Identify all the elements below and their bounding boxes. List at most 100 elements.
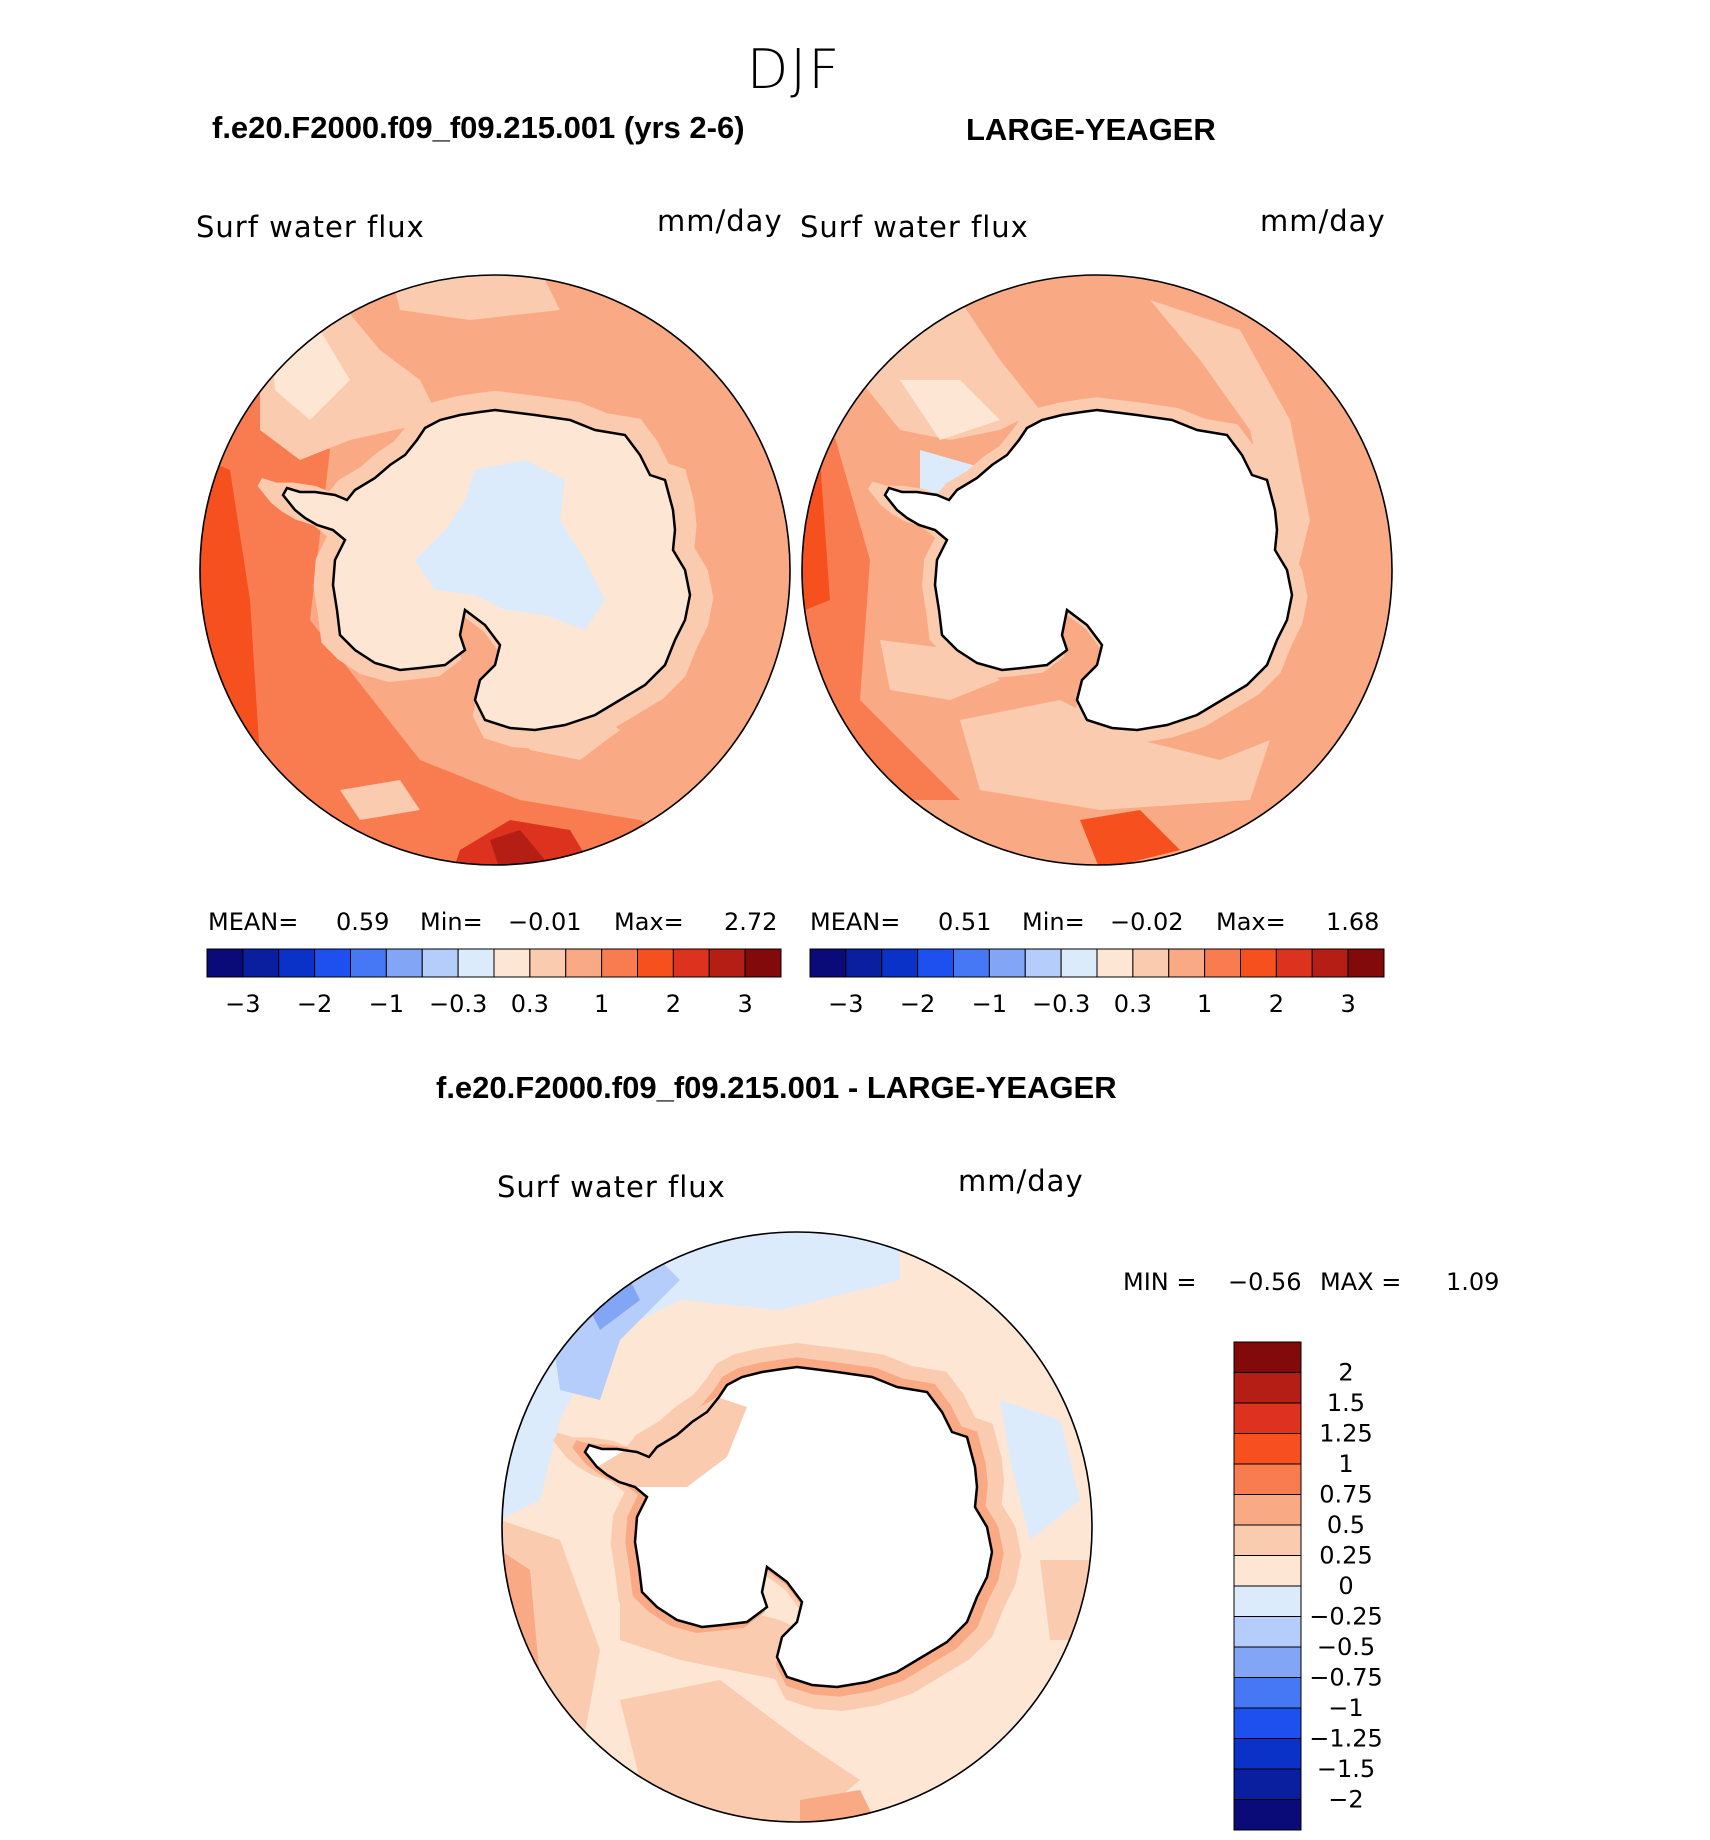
difference-colorbar-tick-label: 1.25 — [1319, 1420, 1372, 1448]
map-panel-1 — [199, 274, 791, 866]
map-panel-difference — [501, 1231, 1093, 1823]
panel-2-max-label: Max= — [1216, 908, 1286, 936]
panel-2-colorbar: −3 −2 −1 −0.3 0.3 1 2 3 — [809, 948, 1385, 1018]
panel-2-colorbar-tick-label: −1 — [972, 990, 1007, 1018]
panel-2-colorbar-swatch — [917, 948, 954, 978]
difference-colorbar-tick-label: 0.5 — [1327, 1511, 1365, 1539]
panel-1-colorbar-swatch — [350, 948, 387, 978]
difference-colorbar-tick-label: −0.25 — [1309, 1603, 1383, 1631]
panel-1-mean-label: MEAN= — [208, 908, 299, 936]
panel-2-mean-value: 0.51 — [938, 908, 992, 936]
panel-1-colorbar-tick-label: 0.3 — [511, 990, 549, 1018]
panel-1-colorbar-swatch — [493, 948, 531, 978]
difference-colorbar-swatch — [1233, 1433, 1302, 1465]
panel-1-min-value: −0.01 — [508, 908, 582, 936]
panel-1-colorbar-tick-label: 1 — [594, 990, 609, 1018]
difference-colorbar-swatch — [1233, 1463, 1302, 1495]
panel-1-max-value: 2.72 — [724, 908, 778, 936]
panel-1-colorbar-swatch — [637, 948, 674, 978]
panel-2-colorbar-swatch — [1168, 948, 1206, 978]
panel-1-units-label: mm/day — [657, 204, 783, 238]
panel-1-colorbar-swatch — [314, 948, 351, 978]
difference-variable-label: Surf water flux — [497, 1170, 726, 1204]
difference-max-label: MAX = — [1320, 1268, 1402, 1296]
difference-colorbar-swatch — [1233, 1616, 1302, 1648]
difference-colorbar-swatch — [1233, 1341, 1302, 1373]
season-title: DJF — [746, 38, 842, 101]
panel-1-colorbar-tick-label: 2 — [666, 990, 681, 1018]
panel-2-colorbar-swatch — [1347, 948, 1385, 978]
panel-2-colorbar-swatch — [1096, 948, 1134, 978]
panel-1-colorbar: −3 −2 −1 −0.3 0.3 1 2 3 — [206, 948, 782, 1018]
panel-1-colorbar-tick-label: −1 — [369, 990, 404, 1018]
difference-colorbar-swatch — [1233, 1738, 1302, 1770]
panel-1-colorbar-swatch — [421, 948, 459, 978]
difference-max-value: 1.09 — [1446, 1268, 1500, 1296]
difference-colorbar-tick-label: 1 — [1338, 1450, 1353, 1478]
difference-colorbar-tick-label: −0.5 — [1317, 1633, 1375, 1661]
panel-2-max-value: 1.68 — [1326, 908, 1380, 936]
panel-1-colorbar-swatch — [457, 948, 495, 978]
difference-colorbar-tick-label: 0.75 — [1319, 1481, 1372, 1509]
panel-2-min-value: −0.02 — [1110, 908, 1184, 936]
difference-colorbar-swatch — [1233, 1494, 1302, 1526]
panel-1-mean-value: 0.59 — [336, 908, 390, 936]
difference-colorbar-tick-label: −1.5 — [1317, 1755, 1375, 1783]
panel-1-colorbar-swatch — [529, 948, 567, 978]
panel-2-colorbar-swatch — [953, 948, 990, 978]
panel-1-colorbar-swatch — [744, 948, 782, 978]
panel-2-colorbar-tick-label: 2 — [1269, 990, 1284, 1018]
difference-colorbar-swatch — [1233, 1585, 1302, 1617]
panel-2-colorbar-swatch — [1275, 948, 1313, 978]
difference-min-value: −0.56 — [1228, 1268, 1302, 1296]
panel-2-colorbar-tick-label: −0.3 — [1032, 990, 1090, 1018]
panel-1-colorbar-swatch — [242, 948, 280, 978]
panel-2-min-label: Min= — [1022, 908, 1085, 936]
map-panel-2 — [801, 274, 1393, 866]
panel-2-colorbar-tick-label: −3 — [828, 990, 863, 1018]
difference-colorbar-tick-label: 1.5 — [1327, 1389, 1365, 1417]
panel-2-variable-label: Surf water flux — [800, 210, 1029, 244]
difference-colorbar-tick-label: 0 — [1338, 1572, 1353, 1600]
panel-2-colorbar-swatch — [1132, 948, 1170, 978]
panel-2-colorbar-swatch — [1204, 948, 1241, 978]
panel-1-colorbar-tick-label: 3 — [737, 990, 752, 1018]
difference-colorbar-swatch — [1233, 1768, 1302, 1800]
difference-colorbar-swatch — [1233, 1555, 1302, 1587]
panel-1-variable-label: Surf water flux — [196, 210, 425, 244]
panel-1-colorbar-swatch — [565, 948, 603, 978]
panel-2-title: LARGE-YEAGER — [966, 112, 1216, 147]
difference-colorbar-swatch — [1233, 1707, 1302, 1739]
panel-1-colorbar-tick-label: −0.3 — [429, 990, 487, 1018]
difference-colorbar-swatch — [1233, 1646, 1302, 1678]
difference-colorbar: 21.5 1.251 0.750.5 0.250 −0.25−0.5 −0.75−1 −1.… — [1233, 1341, 1383, 1831]
difference-colorbar-swatch — [1233, 1677, 1302, 1709]
difference-colorbar-swatch — [1233, 1799, 1302, 1831]
panel-2-colorbar-swatch — [1024, 948, 1062, 978]
panel-1-colorbar-swatch — [278, 948, 316, 978]
panel-1-colorbar-swatch — [601, 948, 638, 978]
difference-colorbar-tick-label: −2 — [1328, 1786, 1363, 1814]
difference-colorbar-swatch — [1233, 1372, 1302, 1404]
panel-1-colorbar-swatch — [708, 948, 746, 978]
difference-colorbar-tick-label: −1 — [1328, 1694, 1363, 1722]
panel-1-colorbar-swatch — [206, 948, 244, 978]
difference-colorbar-swatch — [1233, 1524, 1302, 1556]
difference-title: f.e20.F2000.f09_f09.215.001 - LARGE-YEAG… — [436, 1070, 1117, 1105]
panel-2-mean-label: MEAN= — [810, 908, 901, 936]
panel-2-colorbar-tick-label: −2 — [900, 990, 935, 1018]
difference-colorbar-swatch — [1233, 1402, 1302, 1434]
panel-1-colorbar-swatch — [672, 948, 710, 978]
difference-colorbar-tick-label: 0.25 — [1319, 1542, 1372, 1570]
panel-2-colorbar-swatch — [1060, 948, 1098, 978]
panel-2-colorbar-swatch — [845, 948, 883, 978]
panel-1-title: f.e20.F2000.f09_f09.215.001 (yrs 2-6) — [212, 110, 745, 145]
difference-colorbar-tick-label: 2 — [1338, 1359, 1353, 1387]
panel-1-colorbar-tick-label: −3 — [225, 990, 260, 1018]
panel-2-colorbar-swatch — [809, 948, 847, 978]
panel-1-max-label: Max= — [614, 908, 684, 936]
panel-2-colorbar-swatch — [1311, 948, 1349, 978]
panel-2-colorbar-tick-label: 3 — [1340, 990, 1355, 1018]
panel-2-colorbar-tick-label: 1 — [1197, 990, 1212, 1018]
